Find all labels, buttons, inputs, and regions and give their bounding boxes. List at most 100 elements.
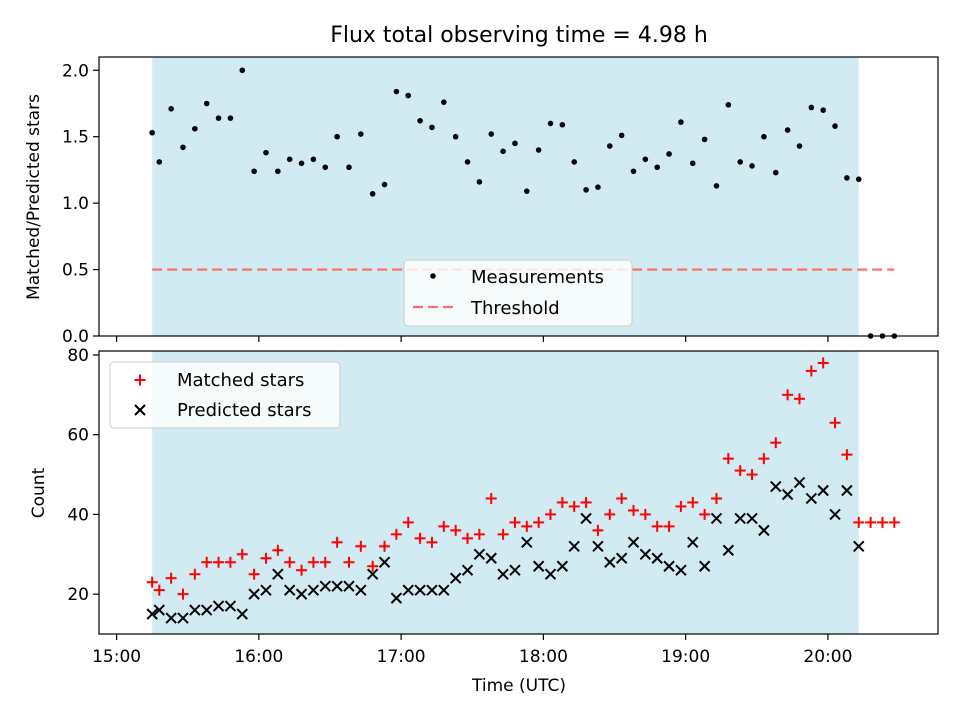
- matched-star-point: [319, 556, 331, 568]
- matched-star-point: [758, 453, 770, 465]
- matched-star-point: [687, 496, 699, 508]
- legend-matched-symbol: [134, 374, 146, 386]
- matched-star-point: [734, 465, 746, 477]
- measurement-point: [618, 132, 625, 139]
- matched-star-point: [390, 528, 402, 540]
- measurement-point: [855, 176, 862, 183]
- measurement-point: [523, 188, 530, 194]
- matched-star-point: [876, 516, 888, 528]
- measurement-point: [512, 140, 518, 147]
- measurement-point: [559, 121, 566, 128]
- matched-star-point: [189, 568, 201, 580]
- measurement-point: [725, 102, 732, 108]
- measurement-point: [168, 106, 174, 112]
- matched-star-point: [331, 536, 343, 548]
- predicted-star-point: [568, 540, 580, 553]
- top-legend: Measurements Threshold: [403, 259, 633, 327]
- measurement-point: [844, 175, 850, 181]
- matched-star-point: [367, 560, 379, 572]
- predicted-star-point: [283, 584, 296, 596]
- measurement-point: [583, 187, 589, 193]
- predicted-star-point: [592, 540, 604, 553]
- legend-predicted-symbol: [134, 404, 146, 416]
- predicted-star-point: [781, 488, 794, 501]
- matched-star-point: [236, 548, 248, 560]
- predicted-star-point: [343, 580, 355, 592]
- top-y-axis: 0.0 0.5 1.0 1.5 2.0: [62, 61, 99, 347]
- measurement-point: [310, 156, 317, 163]
- matched-star-point: [296, 564, 308, 576]
- matched-star-point: [853, 516, 865, 528]
- predicted-star-point: [758, 524, 770, 537]
- predicted-star-point: [426, 584, 438, 596]
- x-tick-label: 20:00: [803, 647, 852, 667]
- y-tick-label: 20: [67, 585, 89, 605]
- matched-star-point: [224, 556, 236, 568]
- matched-star-point: [616, 492, 628, 504]
- bottom-y-axis: 20 40 60 80: [67, 346, 99, 605]
- predicted-star-point: [793, 476, 806, 489]
- y-tick-label: 0.5: [62, 261, 89, 281]
- predicted-star-point: [212, 600, 225, 612]
- matched-star-point: [307, 556, 319, 568]
- measurement-point: [772, 169, 779, 176]
- measurement-point: [275, 168, 281, 175]
- matched-star-point: [639, 508, 651, 520]
- predicted-star-point: [146, 608, 158, 620]
- matched-star-point: [651, 520, 663, 532]
- predicted-star-point: [604, 556, 616, 568]
- matched-star-point: [284, 556, 296, 568]
- bottom-y-label: Count: [29, 467, 49, 518]
- matched-star-point: [153, 584, 165, 596]
- matched-star-point: [177, 588, 189, 600]
- matched-star-point: [699, 508, 711, 520]
- predicted-star-point: [722, 544, 735, 557]
- chart-title: Flux total observing time = 4.98 h: [330, 23, 708, 48]
- measurement-points: [149, 67, 898, 339]
- y-tick-label: 2.0: [62, 61, 89, 81]
- measurement-point: [369, 191, 376, 197]
- matched-star-point: [556, 496, 568, 508]
- predicted-star-point: [687, 536, 699, 549]
- matched-star-point: [805, 365, 817, 377]
- measurement-point: [547, 120, 554, 127]
- matched-star-point: [533, 516, 545, 528]
- measurement-point: [251, 168, 257, 175]
- measurement-point: [298, 160, 305, 167]
- measurement-point: [571, 159, 578, 165]
- measurement-point: [701, 136, 708, 143]
- matched-star-point: [746, 469, 758, 481]
- matched-star-point: [888, 516, 900, 528]
- predicted-star-point: [509, 564, 521, 576]
- measurement-point: [678, 119, 684, 125]
- measurement-point: [381, 181, 388, 188]
- matched-star-point: [817, 357, 829, 369]
- measurement-point: [429, 124, 435, 131]
- measurement-point: [263, 149, 269, 156]
- predicted-star-point: [331, 580, 343, 592]
- matched-star-point: [260, 552, 272, 564]
- measurement-point: [239, 67, 246, 74]
- predicted-star-point: [402, 584, 414, 596]
- predicted-star-point: [746, 512, 758, 525]
- predicted-star-point: [414, 584, 426, 596]
- measurement-point: [595, 184, 601, 190]
- predicted-stars-points: [146, 476, 865, 624]
- matched-star-point: [580, 496, 592, 508]
- x-axis-label: Time (UTC): [471, 676, 566, 696]
- measurement-point: [832, 123, 838, 129]
- predicted-star-point: [485, 552, 497, 564]
- matched-star-point: [604, 508, 616, 520]
- predicted-star-point: [390, 592, 403, 604]
- predicted-star-point: [319, 580, 331, 592]
- legend-threshold-label: Threshold: [470, 298, 560, 319]
- matched-star-point: [521, 520, 533, 532]
- predicted-star-point: [841, 484, 853, 497]
- predicted-star-point: [770, 480, 782, 493]
- matched-star-point: [568, 500, 580, 512]
- y-tick-label: 0.0: [62, 327, 89, 347]
- legend-measurements-marker: [430, 273, 436, 279]
- panel-ratio: 0.00.51.01.52.0 Matched/Predicted stars …: [24, 56, 939, 347]
- matched-star-point: [343, 556, 355, 568]
